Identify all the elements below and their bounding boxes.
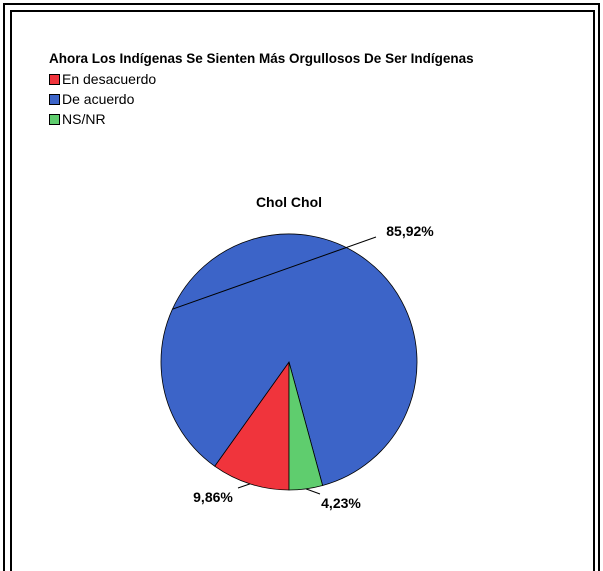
chart-area: Ahora Los Indígenas Se Sienten Más Orgul… bbox=[12, 12, 593, 571]
legend-label-en-desacuerdo: En desacuerdo bbox=[62, 71, 157, 87]
legend-item-de-acuerdo: De acuerdo bbox=[49, 89, 156, 109]
pie-slice-de-acuerdo bbox=[160, 233, 418, 486]
leader-line-de-acuerdo bbox=[172, 236, 377, 310]
pie-subtitle: Chol Chol bbox=[256, 194, 322, 210]
leader-line-ns-nr bbox=[305, 488, 321, 495]
legend: En desacuerdo De acuerdo NS/NR bbox=[49, 69, 156, 129]
outer-frame bbox=[3, 3, 600, 571]
data-label-de-acuerdo: 85,92% bbox=[386, 223, 434, 239]
inner-frame bbox=[10, 10, 595, 571]
legend-swatch-ns-nr bbox=[49, 113, 60, 125]
legend-label-ns-nr: NS/NR bbox=[62, 111, 106, 127]
legend-item-en-desacuerdo: En desacuerdo bbox=[49, 69, 156, 89]
data-label-en-desacuerdo: 9,86% bbox=[193, 489, 233, 505]
data-label-ns-nr: 4,23% bbox=[321, 495, 361, 511]
leader-line-en-desacuerdo bbox=[237, 483, 251, 489]
pie-slice-en-desacuerdo bbox=[214, 360, 290, 491]
chart-title: Ahora Los Indígenas Se Sienten Más Orgul… bbox=[49, 51, 474, 66]
legend-swatch-de-acuerdo bbox=[49, 93, 60, 105]
legend-item-ns-nr: NS/NR bbox=[49, 109, 156, 129]
legend-swatch-en-desacuerdo bbox=[49, 73, 60, 85]
legend-label-de-acuerdo: De acuerdo bbox=[62, 91, 135, 107]
pie-slice-ns-nr bbox=[288, 361, 324, 491]
